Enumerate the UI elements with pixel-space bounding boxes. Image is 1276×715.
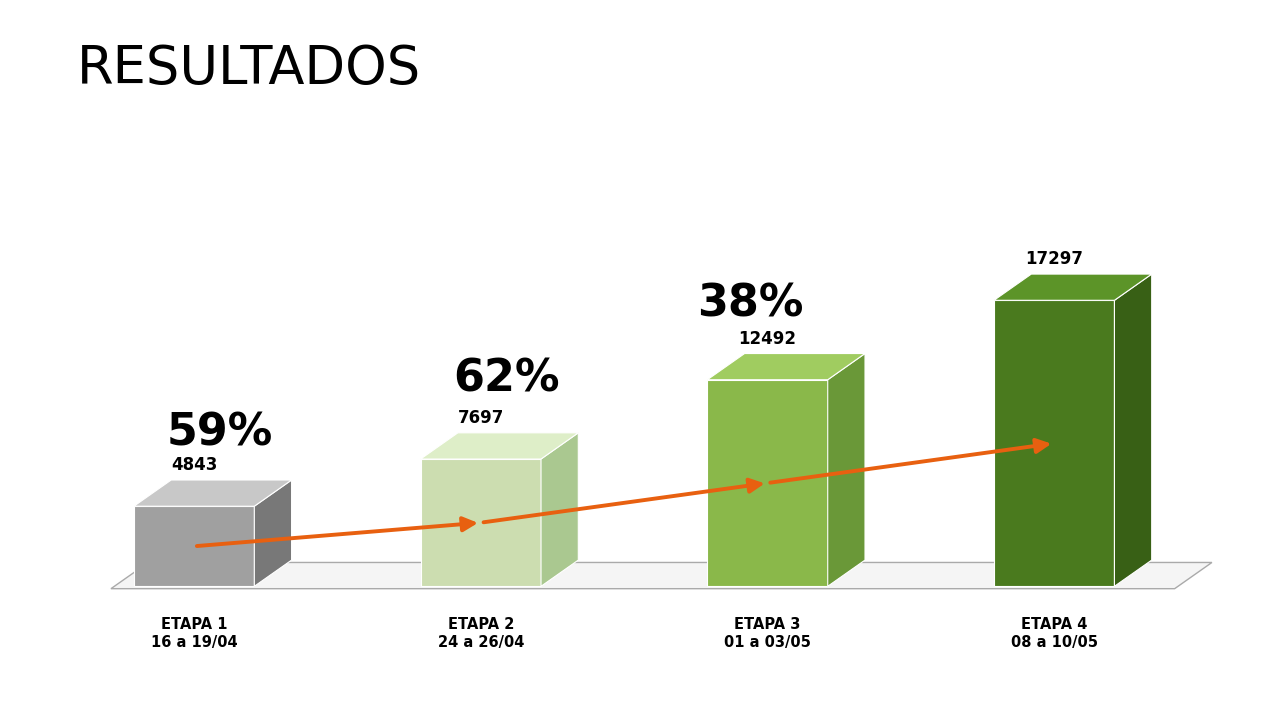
Polygon shape xyxy=(828,353,865,586)
Text: 62%: 62% xyxy=(453,358,560,400)
Polygon shape xyxy=(421,433,578,459)
Text: RESULTADOS: RESULTADOS xyxy=(77,43,421,95)
Polygon shape xyxy=(541,433,578,586)
Polygon shape xyxy=(707,353,865,380)
Text: 12492: 12492 xyxy=(739,330,796,347)
Text: 59%: 59% xyxy=(167,411,273,454)
Text: 7697: 7697 xyxy=(458,409,504,427)
Polygon shape xyxy=(421,459,541,586)
Polygon shape xyxy=(254,480,292,586)
Polygon shape xyxy=(134,480,292,506)
Polygon shape xyxy=(111,563,1212,588)
Polygon shape xyxy=(707,380,828,586)
Text: 38%: 38% xyxy=(697,282,804,326)
Text: 17297: 17297 xyxy=(1025,250,1083,268)
Polygon shape xyxy=(994,300,1114,586)
Text: 4843: 4843 xyxy=(171,456,217,474)
Polygon shape xyxy=(1114,274,1152,586)
Polygon shape xyxy=(134,506,254,586)
Polygon shape xyxy=(994,274,1152,300)
